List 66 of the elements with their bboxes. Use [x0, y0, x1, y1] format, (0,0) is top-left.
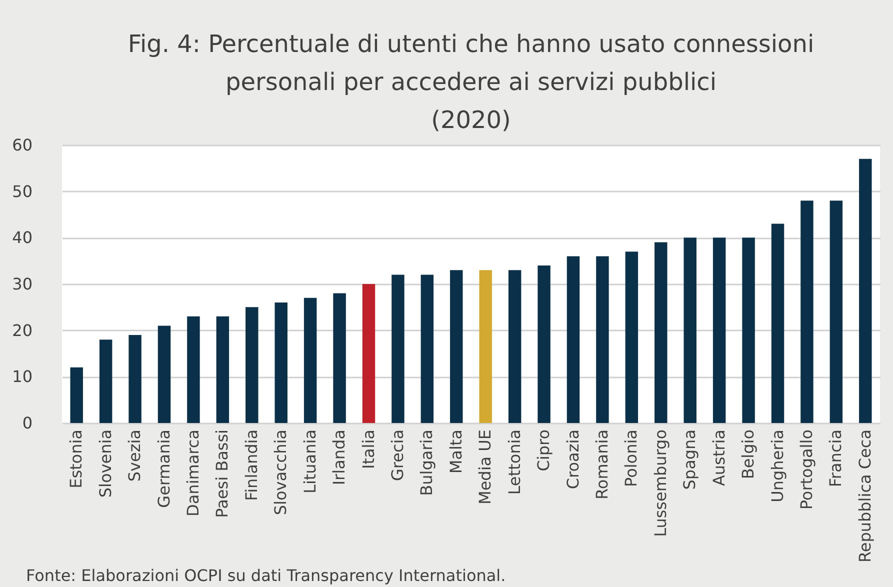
- bar: [596, 256, 609, 423]
- chart-title: Fig. 4: Percentuale di utenti che hanno usato connessioni personali per accedere ai servizi pubblici: [128, 30, 814, 96]
- bar: [830, 200, 843, 423]
- x-tick-label: Danimarca: [183, 430, 202, 516]
- x-tick-label: Lussemburgo: [650, 430, 670, 537]
- bar: [70, 367, 83, 423]
- bar: [420, 274, 434, 423]
- bar: [99, 340, 112, 423]
- bar: [742, 238, 755, 423]
- bar: [246, 307, 258, 423]
- x-tick-label: Croazia: [563, 430, 582, 490]
- bar: [712, 238, 726, 423]
- bar: [158, 326, 171, 423]
- x-tick-label: Polonia: [622, 430, 641, 487]
- x-tick-label: Grecia: [388, 430, 407, 482]
- bar: [128, 334, 142, 423]
- source-note: Fonte: Elaborazioni OCPI su dati Transparency International.: [26, 566, 506, 585]
- bar: [625, 252, 638, 423]
- bar: [859, 158, 872, 423]
- x-tick-label: Ungheria: [768, 430, 787, 502]
- x-tick-label: Slovacchia: [271, 430, 290, 516]
- x-tick-label: Spagna: [680, 430, 700, 490]
- bar: [684, 238, 696, 423]
- x-tick-label: Svezia: [125, 430, 144, 482]
- x-tick-label: Italia: [358, 430, 378, 469]
- bar: [800, 200, 814, 423]
- bar: [566, 256, 580, 423]
- x-tick-label: Repubblica Ceca: [855, 430, 874, 563]
- x-tick-label: Belgio: [738, 430, 758, 480]
- x-tick-label: Cipro: [534, 430, 554, 472]
- x-tick-label: Austria: [709, 430, 728, 486]
- bar: [771, 224, 784, 423]
- bar: [274, 302, 288, 423]
- x-tick-label: Francia: [826, 430, 846, 488]
- y-tick-label: 60: [12, 136, 32, 154]
- x-tick-label: Media UE: [476, 430, 495, 504]
- bar: [216, 316, 230, 423]
- x-tick-label: Romania: [592, 430, 612, 500]
- bar: [654, 242, 668, 423]
- x-tick-label: Estonia: [66, 430, 86, 488]
- x-tick-label: Paesi Bassi: [212, 430, 232, 518]
- x-tick-label: Portogallo: [796, 430, 816, 510]
- y-tick-label: 10: [12, 367, 32, 386]
- x-tick-label: Germania: [154, 430, 174, 508]
- x-tick-label: Bulgaria: [417, 430, 436, 496]
- x-tick-label: Slovenia: [96, 430, 115, 498]
- y-tick-label: 20: [12, 320, 32, 340]
- x-tick-label: Lettonia: [504, 430, 524, 495]
- bar: [392, 274, 404, 423]
- x-tick-label: Irlanda: [330, 430, 349, 486]
- y-tick-label: 50: [12, 182, 32, 201]
- x-tick-label: Lituania: [300, 430, 320, 494]
- chart-subtitle: (2020): [431, 106, 511, 134]
- bar: [538, 265, 550, 423]
- y-tick-label: 40: [12, 228, 32, 248]
- x-tick-label: Malta: [446, 430, 466, 474]
- bar: [333, 293, 346, 423]
- bar: [479, 270, 492, 423]
- bar: [304, 298, 317, 423]
- bar: [362, 284, 376, 423]
- bar: [187, 316, 200, 423]
- bar: [450, 270, 463, 423]
- y-tick-label: 30: [12, 274, 32, 294]
- bar: [508, 270, 522, 423]
- y-tick-label: 0: [22, 414, 32, 432]
- x-tick-label: Finlandia: [242, 430, 261, 501]
